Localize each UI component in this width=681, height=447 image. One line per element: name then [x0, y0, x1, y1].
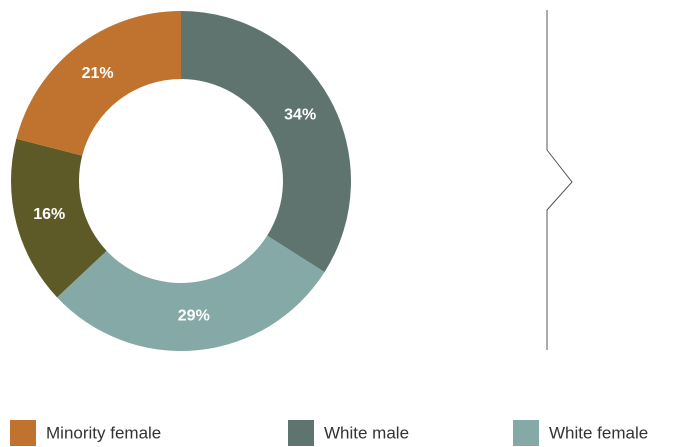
donut-segment: [57, 235, 325, 352]
donut-segment: [16, 11, 181, 156]
data-label: 16%: [33, 206, 65, 223]
legend-label: White female: [549, 423, 648, 442]
legend-swatch: [288, 420, 314, 446]
divider-chevron: [546, 10, 573, 350]
donut-segment: [11, 138, 107, 298]
data-label: 21%: [82, 65, 114, 82]
legend-label: Minority female: [46, 423, 161, 442]
legend-swatch: [10, 420, 36, 446]
legend-swatch: [513, 420, 539, 446]
data-label: 29%: [178, 308, 210, 325]
donut-segment: [181, 11, 351, 273]
data-label: 34%: [284, 107, 316, 124]
legend-label: White male: [324, 423, 409, 442]
